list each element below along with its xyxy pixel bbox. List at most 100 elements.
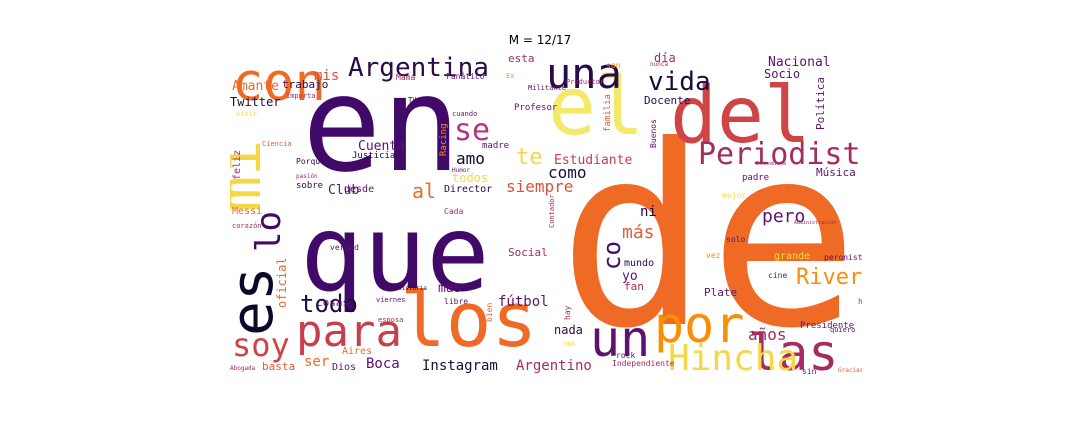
word-grande: grande: [774, 251, 810, 262]
word-militante: Militante: [528, 84, 566, 92]
word-musica: Música: [816, 166, 856, 179]
word-siempre: siempre: [506, 177, 573, 196]
word-mi: mi: [230, 140, 275, 212]
word-peronista: peronista: [824, 253, 862, 262]
word-esta: esta: [508, 52, 535, 65]
word-todos: todos: [452, 171, 488, 185]
word-para: para: [296, 306, 402, 357]
word-feliz: feliz: [232, 150, 243, 180]
word-rock: rock: [616, 351, 635, 360]
word-gracias: Gracias: [838, 367, 862, 374]
word-nacional: Nacional: [768, 55, 831, 70]
word-el: el: [548, 60, 644, 153]
word-racing: Racing: [439, 123, 449, 156]
word-historia: historia: [398, 285, 427, 292]
word-ser: ser: [304, 354, 329, 370]
word-estudiante: Estudiante: [554, 153, 632, 168]
word-soy: soy: [232, 326, 290, 364]
word-aires: Aires: [342, 346, 372, 357]
word-nunca: nunca: [650, 61, 668, 68]
word-trabajo: trabajo: [282, 78, 328, 91]
word-ex: Ex: [506, 72, 514, 80]
word-vez: vez: [706, 251, 721, 260]
word-mundo: mundo: [624, 258, 654, 269]
word-libre: libre: [444, 297, 468, 306]
word-lo: lo: [249, 211, 289, 252]
word-tv: TV: [408, 96, 417, 104]
word-fan: fan: [624, 280, 644, 293]
word-te: te: [516, 145, 543, 170]
word-los: los: [400, 275, 537, 364]
word-son: son: [606, 61, 621, 70]
word-hacer: hacer: [858, 297, 862, 306]
word-socio: Socio: [764, 67, 800, 81]
word-justicia: Justicia: [352, 151, 395, 161]
word-en: en: [302, 52, 461, 202]
word-independiente: Independiente: [612, 359, 675, 368]
word-madre: madre: [482, 141, 509, 151]
word-river: River: [796, 265, 862, 290]
word-ciencia: Ciencia: [262, 140, 292, 148]
word-mas: más: [622, 222, 655, 243]
word-fanatico: Fanático: [446, 72, 485, 81]
word-bien: bien: [485, 303, 494, 322]
word-presidente: Presidente: [800, 321, 854, 331]
word-sin: sin: [802, 367, 817, 374]
word-de: de: [558, 92, 859, 374]
word-director: Director: [444, 184, 492, 195]
word-boca: Boca: [366, 356, 400, 372]
word-cloud: de en que del el los mi es con para un por las una Hin…: [230, 52, 862, 374]
word-con: con: [232, 53, 326, 113]
word-hincha: Hincha: [668, 338, 798, 374]
word-padre: padre: [742, 173, 769, 183]
word-dia: día: [654, 52, 676, 65]
word-pero: pero: [762, 206, 805, 227]
word-una: una: [546, 52, 622, 98]
word-cuando: cuando: [452, 110, 477, 118]
word-economista: Economista: [756, 161, 786, 167]
word-periodista: Periodista: [698, 137, 862, 172]
word-corazon: corazón: [232, 222, 262, 230]
word-argentino: Argentino: [516, 358, 592, 374]
word-buenos: Buenos: [649, 119, 658, 148]
word-al: al: [412, 179, 436, 203]
word-radio: Radio: [446, 283, 464, 290]
chart-title: M = 12/17: [508, 33, 572, 47]
word-dios: Dios: [332, 362, 356, 373]
word-viernes: viernes: [376, 296, 406, 304]
word-contador: Contador: [548, 194, 556, 228]
word-solo: solo: [726, 235, 745, 244]
word-co: co: [598, 241, 626, 270]
word-politica: Política: [814, 77, 827, 130]
word-como: como: [548, 163, 587, 182]
word-todo: todo: [300, 290, 358, 318]
word-anos: años: [748, 325, 787, 344]
word-porque: Porque: [296, 157, 325, 166]
word-verdad: verdad: [330, 243, 359, 252]
word-yo: yo: [622, 269, 638, 284]
word-twitter: Twitter: [230, 95, 281, 109]
word-esposa: esposa: [378, 316, 403, 324]
word-se: se: [454, 113, 490, 148]
word-quiero: quiero: [830, 326, 855, 334]
word-que: que: [300, 193, 490, 315]
word-club: Club: [328, 183, 359, 198]
word-un: un: [590, 310, 650, 368]
word-amante: Amante: [232, 79, 279, 94]
word-pasion: pasión: [296, 173, 318, 180]
word-amo: amo: [456, 149, 485, 168]
word-del: del: [670, 71, 811, 161]
word-docente: Docente: [644, 94, 690, 107]
word-mas: mas: [438, 281, 461, 296]
word-basta: basta: [262, 360, 295, 373]
word-profesor: Profesor: [514, 103, 558, 113]
word-instagram: Instagram: [422, 358, 498, 374]
word-humor: Humor: [452, 167, 470, 174]
word-plate: Plate: [704, 286, 737, 299]
word-es: es: [230, 266, 286, 336]
word-importa: importa: [286, 92, 316, 100]
word-uba: UBA: [564, 341, 575, 348]
word-mejor: mejor: [722, 191, 746, 200]
word-vivir: vivir: [236, 110, 257, 118]
